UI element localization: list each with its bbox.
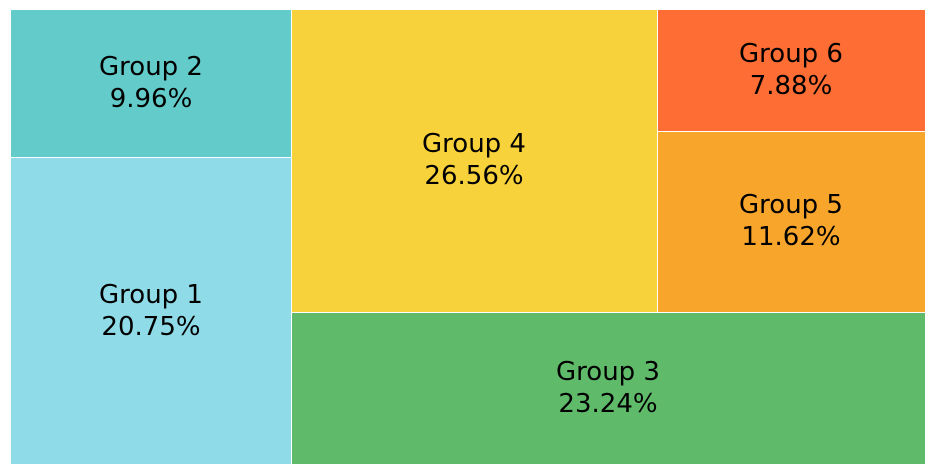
- tile-group-4: [291, 9, 658, 313]
- tile-group-1: [10, 157, 292, 465]
- tile-group-6: [657, 9, 926, 132]
- tile-label-group-5: Group 5 11.62%: [739, 189, 843, 253]
- tile-name: Group 5: [739, 190, 843, 220]
- tile-label-group-3: Group 3 23.24%: [556, 356, 660, 420]
- tile-value: 9.96%: [109, 84, 193, 114]
- tile-label-group-4: Group 4 26.56%: [422, 128, 526, 192]
- tile-group-5: [657, 131, 926, 313]
- tile-value: 7.88%: [749, 71, 833, 101]
- tile-label-group-1: Group 1 20.75%: [99, 279, 203, 343]
- tile-name: Group 6: [739, 39, 843, 69]
- tile-value: 11.62%: [741, 222, 841, 252]
- tile-label-group-2: Group 2 9.96%: [99, 51, 203, 115]
- tile-group-3: [291, 312, 926, 465]
- tile-name: Group 4: [422, 129, 526, 159]
- tile-name: Group 3: [556, 357, 660, 387]
- tile-value: 20.75%: [101, 312, 201, 342]
- tile-value: 26.56%: [424, 161, 524, 191]
- tile-group-2: [10, 9, 292, 158]
- tile-value: 23.24%: [558, 389, 658, 419]
- tile-name: Group 1: [99, 280, 203, 310]
- tile-label-group-6: Group 6 7.88%: [739, 38, 843, 102]
- tile-name: Group 2: [99, 52, 203, 82]
